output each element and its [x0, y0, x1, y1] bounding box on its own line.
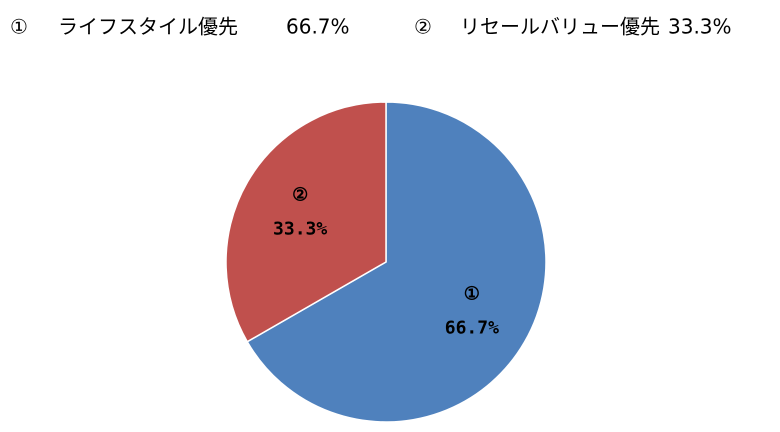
- legend-label: リセールバリュー優先: [460, 15, 660, 39]
- pie-slice: [225, 101, 387, 343]
- slice-marker: ①: [464, 284, 480, 305]
- slice-label: 33.3%: [273, 218, 327, 239]
- slice-label: 66.7%: [445, 318, 499, 339]
- pie-slice: [246, 101, 547, 423]
- legend-value: 33.3%: [668, 15, 732, 39]
- legend-label: ライフスタイル優先: [58, 15, 238, 39]
- slice-marker: ②: [292, 184, 308, 205]
- legend-marker: ②: [414, 15, 432, 39]
- legend-marker: ①: [10, 15, 28, 39]
- legend-value: 66.7%: [286, 15, 350, 39]
